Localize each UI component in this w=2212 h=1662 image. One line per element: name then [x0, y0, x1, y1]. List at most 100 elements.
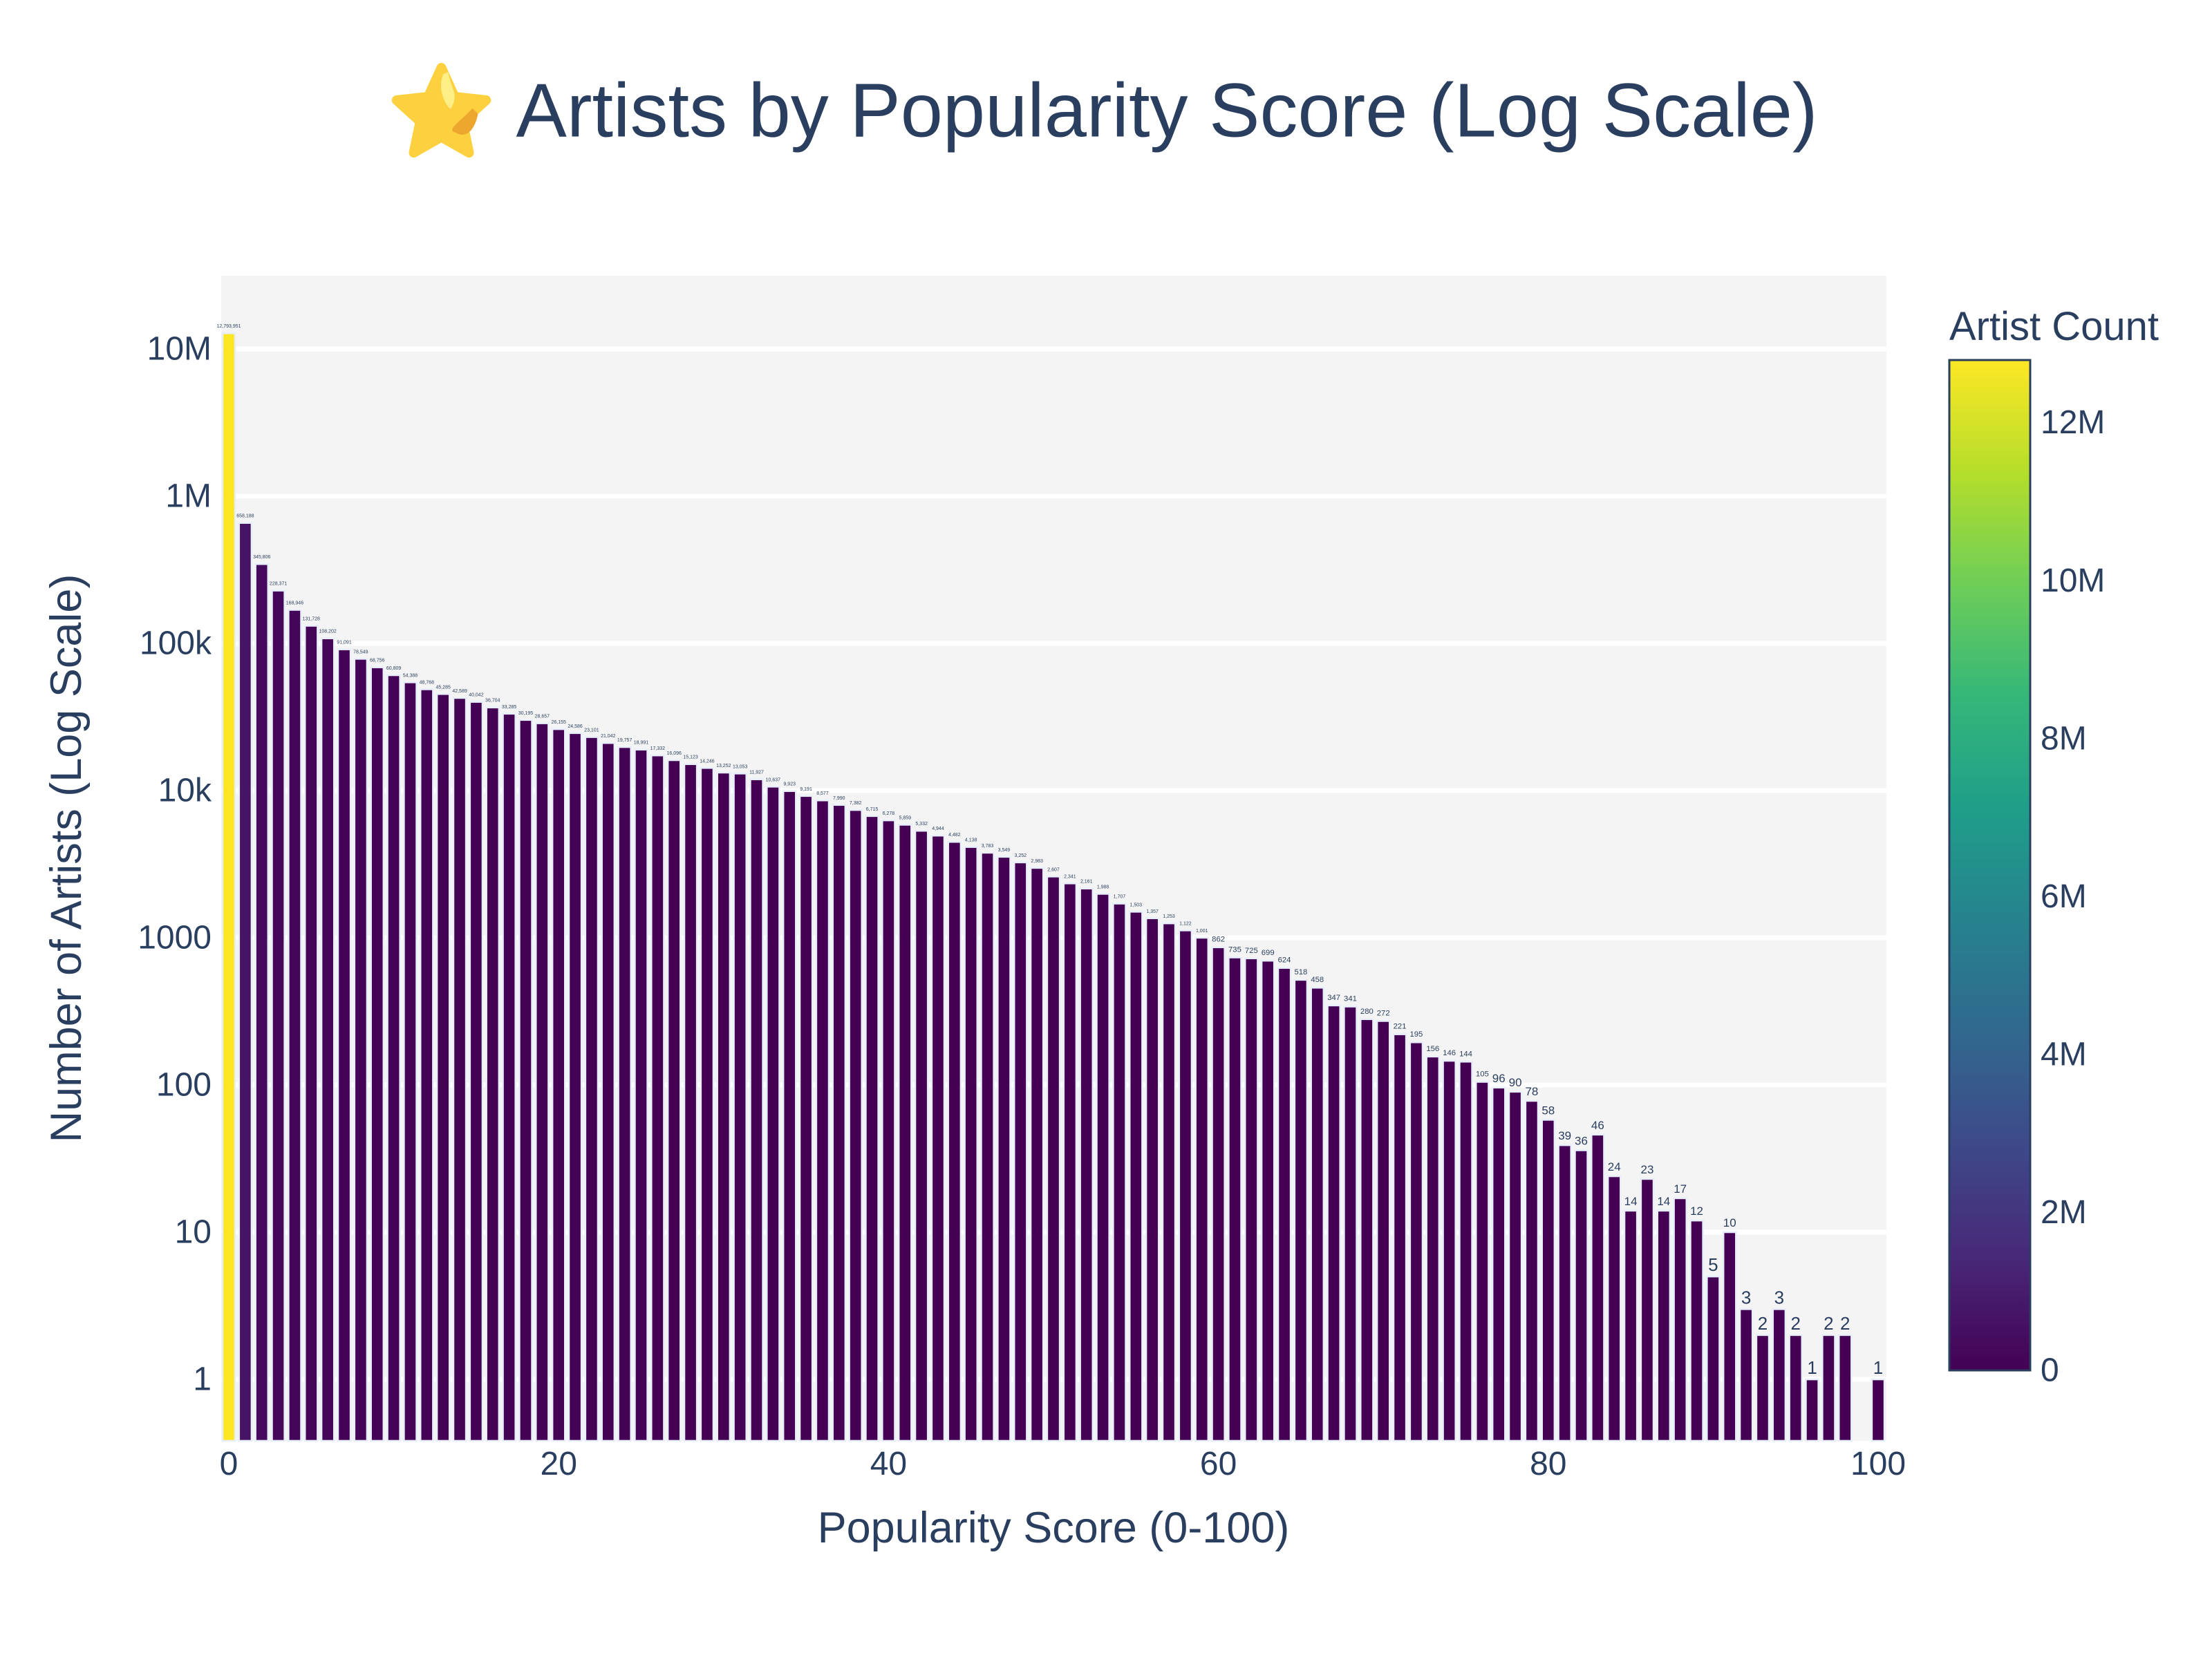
bar-value-label: 458: [1311, 976, 1324, 984]
x-axis-tick-labels: 0 20 40 60 80 100: [220, 1446, 1906, 1482]
bar: [798, 795, 814, 1442]
bar: [1112, 903, 1127, 1442]
bar-value-label: 347: [1327, 994, 1340, 1002]
colorbar-tick-label: 6M: [2041, 878, 2087, 915]
bar-value-label: 13,252: [716, 764, 731, 768]
bar-value-label: 2: [1840, 1313, 1850, 1334]
bar: [303, 625, 319, 1442]
bar: [1656, 1209, 1671, 1442]
bar-value-label: 21,042: [601, 734, 616, 739]
bar-value-label: 2,341: [1064, 874, 1076, 879]
bar: [1623, 1209, 1638, 1442]
bar-value-label: 1,503: [1130, 903, 1143, 907]
bar-value-label: 5: [1708, 1254, 1718, 1275]
bar: [502, 712, 517, 1442]
bar-value-label: 699: [1262, 949, 1275, 957]
bar: [1343, 1005, 1358, 1442]
bar: [337, 648, 352, 1442]
bar-value-label: 10,637: [766, 777, 781, 782]
bar: [518, 719, 533, 1442]
bar: [1574, 1149, 1588, 1442]
bar-value-label: 518: [1294, 968, 1307, 976]
bar: [568, 732, 583, 1442]
bar: [1145, 917, 1160, 1442]
bar: [947, 840, 962, 1442]
y-tick-label: 10k: [158, 773, 212, 809]
bar-value-label: 14: [1624, 1195, 1638, 1208]
bar-value-label: 6,715: [866, 807, 879, 812]
bar: [1772, 1308, 1787, 1442]
bar: [1096, 893, 1110, 1442]
bar-value-label: 90: [1509, 1076, 1522, 1089]
bar-value-label: 68,756: [370, 659, 385, 663]
bar-value-label: 13,053: [733, 764, 748, 769]
bar: [1805, 1378, 1819, 1442]
bar-value-labels: 12,793,951658,188345,806228,371168,94613…: [216, 324, 1883, 1378]
bar-value-label: 78,549: [353, 650, 368, 654]
bar: [749, 778, 764, 1442]
colorbar-tick-label: 2M: [2041, 1194, 2087, 1231]
bar-value-label: 146: [1443, 1049, 1456, 1057]
colorbar-tick-labels: 0 2M 4M 6M 8M 10M 12M: [2041, 404, 2105, 1388]
bar: [1722, 1231, 1737, 1442]
bar-value-label: 17,332: [650, 746, 666, 751]
bar-value-label: 15,123: [683, 755, 698, 760]
bar: [634, 748, 648, 1442]
bar: [650, 754, 665, 1442]
bar: [403, 681, 418, 1442]
bar-value-label: 45,285: [435, 685, 451, 690]
bar-value-label: 280: [1360, 1008, 1374, 1016]
bar-value-label: 2: [1758, 1313, 1768, 1334]
bar-value-label: 1,253: [1163, 914, 1175, 919]
bar-value-label: 10: [1723, 1216, 1736, 1229]
bar: [320, 637, 335, 1442]
bar: [683, 763, 698, 1442]
bar-value-label: 2,607: [1047, 867, 1060, 872]
bar: [782, 790, 797, 1442]
bar-value-label: 4,138: [965, 838, 977, 843]
bar-value-label: 91,091: [337, 641, 352, 645]
bar: [914, 829, 929, 1442]
bar-value-label: 18,991: [634, 741, 649, 746]
bar: [815, 799, 830, 1442]
bar: [1211, 946, 1226, 1442]
bar: [469, 701, 484, 1442]
bar-value-label: 156: [1426, 1045, 1439, 1053]
bar: [997, 856, 1011, 1442]
bar: [1327, 1004, 1342, 1442]
bar-value-label: 96: [1492, 1072, 1506, 1085]
bar-value-label: 24: [1608, 1160, 1621, 1173]
bar-value-label: 1,357: [1146, 909, 1159, 914]
bar-value-label: 8,577: [816, 791, 829, 796]
bar: [1557, 1144, 1573, 1442]
bar-value-label: 36: [1575, 1135, 1588, 1148]
bar-value-label: 1,001: [1196, 929, 1208, 934]
bar-value-label: 105: [1476, 1070, 1489, 1078]
bar-value-label: 19,757: [617, 738, 632, 743]
bar-value-label: 221: [1394, 1023, 1407, 1031]
bar: [1079, 887, 1094, 1442]
y-tick-label: 100k: [140, 625, 212, 662]
bar: [1508, 1090, 1523, 1442]
bar-value-label: 228,371: [270, 582, 287, 587]
star-icon: [391, 63, 491, 158]
y-tick-label: 10: [175, 1214, 212, 1251]
bar: [353, 658, 368, 1442]
x-tick-label: 40: [870, 1446, 907, 1482]
colorbar-tick-label: 12M: [2041, 404, 2105, 441]
bar: [832, 804, 847, 1442]
bar: [534, 722, 550, 1442]
chart-title-text: Artists by Popularity Score (Log Scale): [516, 68, 1818, 153]
bar: [1425, 1055, 1441, 1442]
bar: [964, 846, 979, 1442]
bar: [1474, 1081, 1490, 1442]
bar-value-label: 4,944: [932, 827, 944, 831]
bar-value-label: 108,202: [319, 630, 337, 634]
bar-value-label: 60,809: [386, 666, 402, 671]
bar-value-label: 58: [1541, 1104, 1555, 1117]
bar-value-label: 14,246: [700, 759, 715, 764]
bar: [1376, 1020, 1391, 1442]
bar: [1128, 911, 1143, 1442]
bar: [1459, 1060, 1473, 1442]
